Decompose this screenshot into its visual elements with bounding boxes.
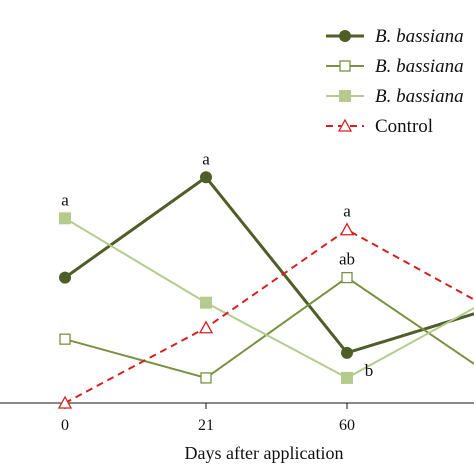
series-4	[57, 222, 474, 409]
data-point	[341, 346, 353, 359]
series-2	[59, 271, 474, 384]
x-tick-label: 60	[339, 417, 355, 434]
significance-labels: a a a ab b	[61, 149, 373, 380]
legend-label: B. bassiana	[375, 56, 464, 77]
series-line	[64, 217, 474, 379]
significance-label: a	[343, 202, 351, 221]
data-point	[339, 222, 355, 236]
data-point	[200, 171, 212, 184]
legend-marker	[339, 60, 351, 72]
plot-area	[57, 171, 474, 409]
legend-entry: B. bassiana	[326, 26, 464, 47]
x-axis: 0 21 60	[0, 402, 474, 434]
legend-marker	[337, 118, 353, 132]
x-axis-label: Days after application	[185, 443, 344, 463]
x-tick-label: 0	[61, 417, 69, 434]
legend-label: Control	[375, 116, 433, 137]
series-line	[64, 276, 474, 379]
significance-label: a	[61, 190, 69, 209]
series-line	[64, 228, 474, 404]
data-point	[59, 212, 71, 225]
data-point	[200, 372, 212, 384]
legend-label: B. bassiana	[375, 26, 464, 47]
data-point	[200, 296, 212, 309]
legend-marker	[339, 30, 351, 42]
significance-label: b	[365, 361, 374, 380]
legend-entry: B. bassiana	[326, 56, 464, 77]
data-point	[59, 333, 71, 345]
legend-entry: B. bassiana	[326, 86, 464, 107]
series-3	[59, 212, 474, 384]
legend-marker	[339, 90, 351, 102]
data-point	[341, 371, 353, 384]
significance-label: a	[202, 149, 210, 168]
x-tick-label: 21	[198, 417, 214, 434]
series-line	[64, 175, 474, 355]
legend-label: B. bassiana	[375, 86, 464, 107]
series-1	[59, 171, 474, 359]
legend: B. bassiana B. bassiana B. bassiana Control	[326, 26, 464, 137]
data-point	[198, 320, 214, 334]
data-point	[59, 271, 71, 284]
data-point	[57, 395, 73, 409]
data-point	[341, 271, 353, 284]
significance-label: ab	[339, 250, 355, 269]
legend-entry: Control	[326, 116, 433, 137]
